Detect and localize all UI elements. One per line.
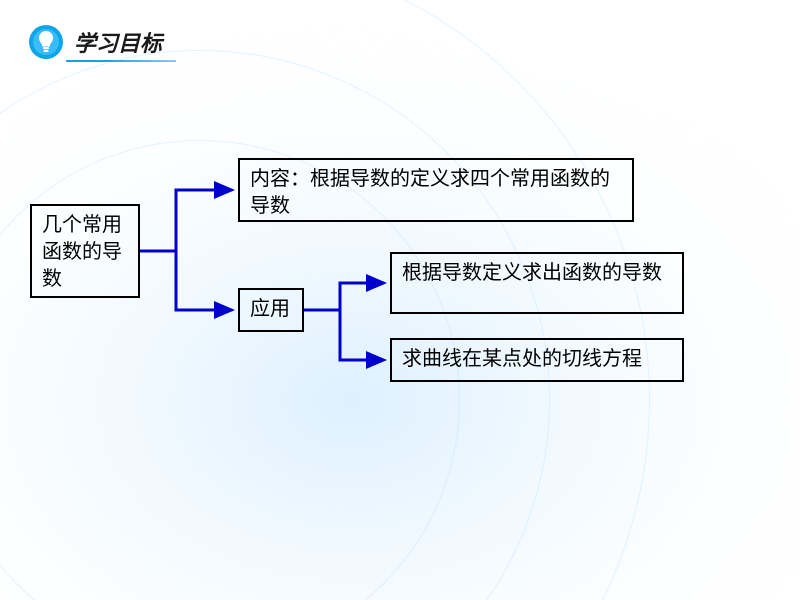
node-app: 应用 — [238, 288, 304, 332]
node-app1: 根据导数定义求出函数的导数 — [390, 252, 684, 314]
node-root: 几个常用函数的导数 — [30, 204, 140, 298]
node-app-label: 应用 — [250, 298, 290, 320]
node-content-label: 内容：根据导数的定义求四个常用函数的导数 — [250, 168, 610, 217]
node-app1-label: 根据导数定义求出函数的导数 — [402, 262, 662, 284]
node-app2-label: 求曲线在某点处的切线方程 — [402, 348, 642, 370]
header: 学习目标 — [28, 24, 162, 60]
header-underline — [66, 60, 176, 62]
node-content: 内容：根据导数的定义求四个常用函数的导数 — [238, 158, 634, 222]
lightbulb-icon — [28, 24, 64, 60]
node-app2: 求曲线在某点处的切线方程 — [390, 338, 684, 382]
header-title: 学习目标 — [74, 26, 162, 58]
node-root-label: 几个常用函数的导数 — [42, 214, 122, 290]
